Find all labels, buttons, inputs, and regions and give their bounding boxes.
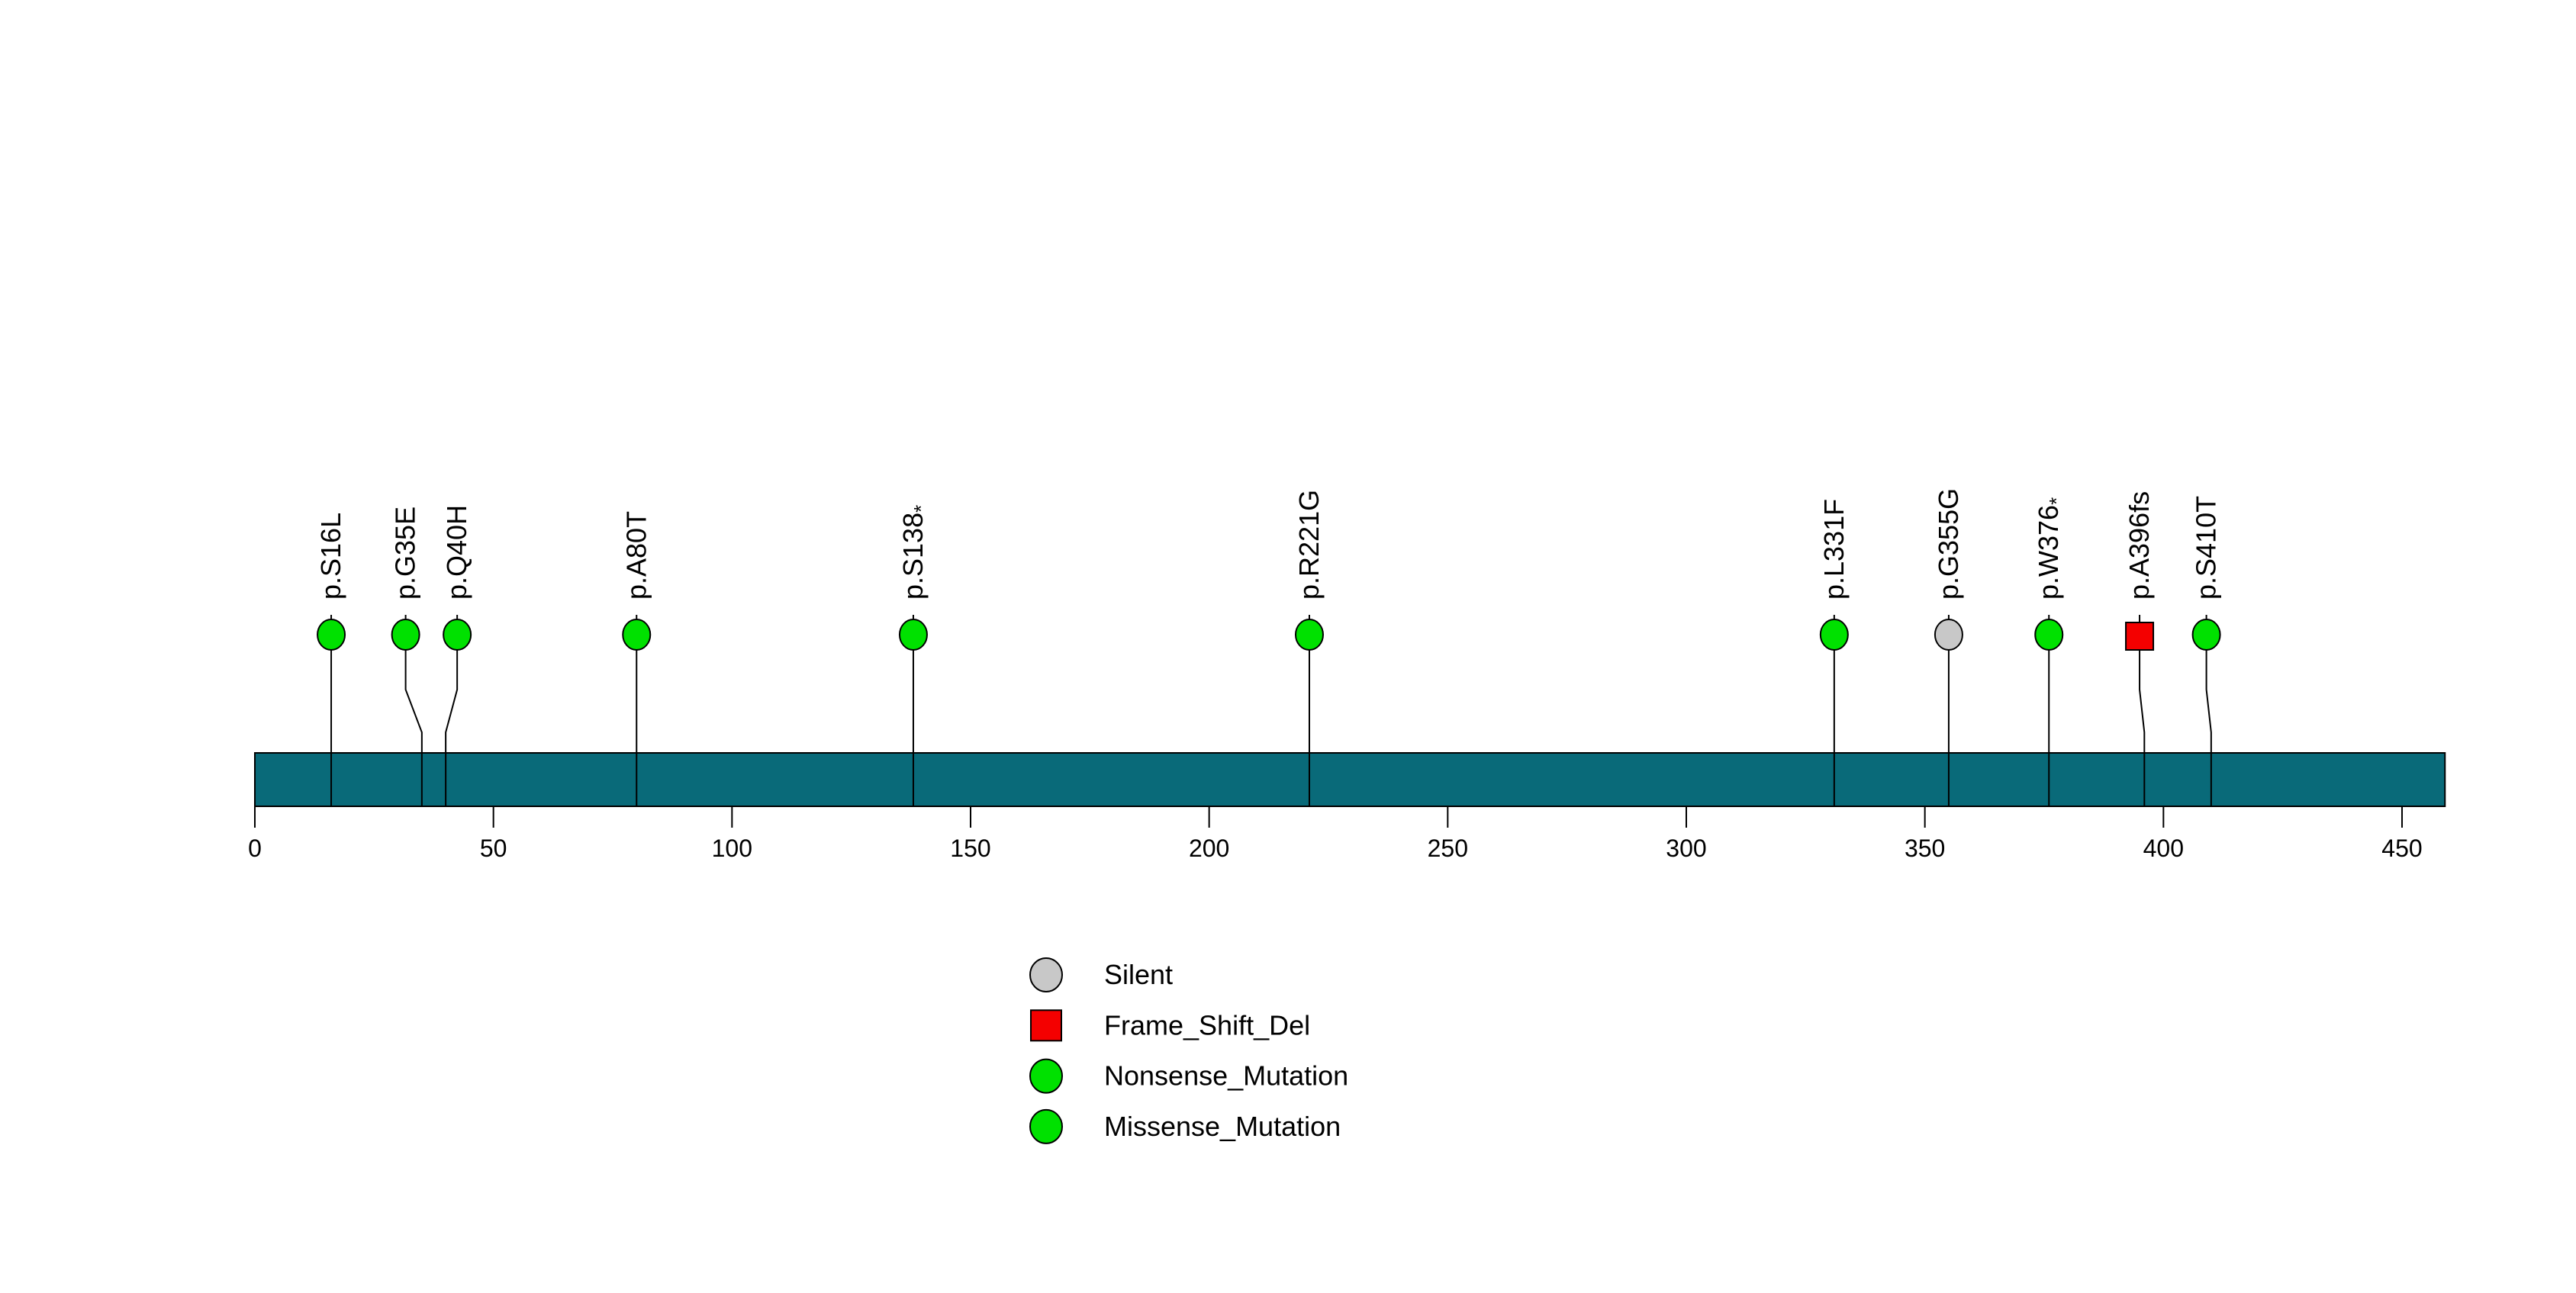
- lollipop-p.A80T: p.A80T: [620, 511, 652, 806]
- axis-tick-label: 400: [2143, 835, 2184, 862]
- lollipop-p.R221G: p.R221G: [1293, 490, 1325, 806]
- mutation-label: p.W376*: [2033, 497, 2068, 600]
- legend-marker-circle: [1029, 1058, 1063, 1094]
- lollipop-p.S138*: p.S138*: [897, 505, 932, 806]
- lollipop-p.G355G: p.G355G: [1933, 488, 1964, 806]
- lollipop-p.W376*: p.W376*: [2033, 497, 2068, 806]
- axis-tick-label: 250: [1428, 835, 1468, 862]
- legend-item-Silent: Silent: [1029, 957, 1173, 992]
- axis-tick-label: 150: [950, 835, 990, 862]
- mutation-label: p.Q40H: [441, 505, 472, 600]
- legend-marker-square: [1030, 1009, 1062, 1042]
- axis-tick-label: 350: [1905, 835, 1945, 862]
- lollipop-p.A396fs: p.A396fs: [2124, 491, 2155, 806]
- lollipop-p.S410T: p.S410T: [2191, 496, 2222, 806]
- mutation-head-circle: [622, 619, 652, 651]
- amino-acid-axis: 0 50 100 150 200 250 300 350 400 450: [248, 806, 2423, 862]
- legend-label: Frame_Shift_Del: [1104, 1009, 1310, 1041]
- mutation-head-circle: [1819, 619, 1849, 651]
- axis-tick-label: 50: [480, 835, 507, 862]
- mutation-label: p.S16L: [315, 513, 346, 600]
- axis-tick-label: 300: [1666, 835, 1706, 862]
- lollipop-p.Q40H: p.Q40H: [441, 505, 472, 806]
- mutation-label-suffix: *: [2045, 497, 2068, 505]
- legend-marker-circle: [1029, 1108, 1063, 1144]
- mutation-label: p.R221G: [1293, 490, 1325, 600]
- mutation-head-circle: [443, 619, 472, 651]
- axis-tick-label: 100: [712, 835, 752, 862]
- mutation-label: p.S138*: [897, 505, 932, 600]
- mutation-label: p.G355G: [1933, 488, 1964, 600]
- mutation-stem: [404, 615, 423, 806]
- mutation-head-circle: [317, 619, 346, 651]
- mutation-head-circle: [1934, 619, 1963, 651]
- mutation-head-square: [2125, 622, 2155, 651]
- mutation-label: p.L331F: [1818, 499, 1850, 600]
- mutation-head-circle: [2191, 619, 2221, 651]
- legend: Silent Frame_Shift_Del Nonsense_Mutation Mi…: [1029, 957, 1348, 1144]
- mutation-label: p.G35E: [390, 507, 421, 600]
- lollipop-p.G35E: p.G35E: [390, 507, 423, 806]
- mutation-head-circle: [391, 619, 420, 651]
- legend-marker-circle: [1029, 957, 1063, 992]
- mutation-stem: [2205, 615, 2212, 806]
- mutation-stem: [2139, 615, 2146, 806]
- axis-tick-label: 200: [1189, 835, 1229, 862]
- legend-label: Silent: [1104, 959, 1173, 990]
- mutation-head-circle: [1294, 619, 1324, 651]
- legend-item-Missense_Mutation: Missense_Mutation: [1029, 1108, 1341, 1144]
- mutation-label: p.A80T: [620, 511, 652, 600]
- axis-tick-label: 450: [2381, 835, 2422, 862]
- legend-item-Nonsense_Mutation: Nonsense_Mutation: [1029, 1058, 1348, 1094]
- protein-backbone-bar: [254, 752, 2446, 807]
- mutation-stem: [445, 615, 459, 806]
- lollipops-layer: p.S16L p.G35E p.Q40H p.A80T p.S138* p.R221G p.…: [315, 488, 2222, 806]
- lollipop-p.S16L: p.S16L: [315, 513, 346, 806]
- lollipop-p.L331F: p.L331F: [1818, 499, 1850, 806]
- mutation-head-circle: [898, 619, 928, 651]
- protein-backbone-layer: [254, 752, 2446, 807]
- legend-item-Frame_Shift_Del: Frame_Shift_Del: [1030, 1009, 1310, 1042]
- legend-label: Missense_Mutation: [1104, 1111, 1341, 1142]
- mutation-head-circle: [2034, 619, 2064, 651]
- axis-tick-label: 0: [248, 835, 262, 862]
- mutation-label: p.S410T: [2191, 496, 2222, 600]
- mutation-label-suffix: *: [910, 505, 932, 513]
- legend-label: Nonsense_Mutation: [1104, 1060, 1348, 1092]
- mutation-label: p.A396fs: [2124, 491, 2155, 600]
